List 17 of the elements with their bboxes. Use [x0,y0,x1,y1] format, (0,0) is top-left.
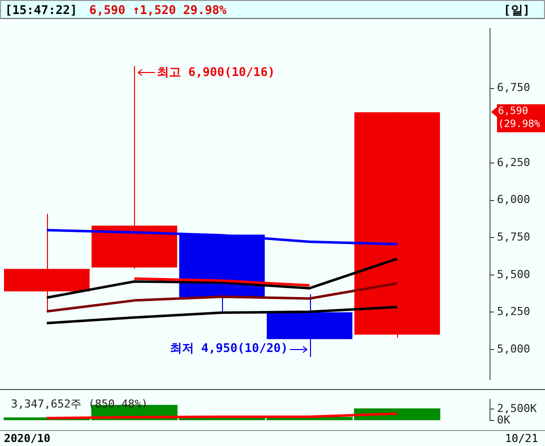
annotation: 최고 6,900(10/16) [157,65,275,80]
chart-title: [15:47:22] [5,2,78,16]
text: [일] [504,2,530,19]
chart-subtitle: 6,590 ↑1,520 29.98% [89,2,227,16]
text: 6,590 (29.98% [498,106,540,130]
y-tick-label: 0K [497,413,511,426]
y-tick-label: 6,250 [497,156,530,169]
annotation: 최저 4,950(10/20) [170,341,288,356]
text: 10/21 [505,432,538,445]
y-tick-label: 6,750 [497,81,530,94]
y-tick-label: 2,500K [497,402,538,415]
y-tick-label: 6,000 [497,193,530,206]
text: 2020/10 [4,432,50,445]
y-tick-label: 5,250 [497,305,530,318]
y-tick-label: 5,500 [497,268,530,281]
y-tick-label: 5,750 [497,230,530,244]
y-tick-label: 5,000 [497,342,530,356]
